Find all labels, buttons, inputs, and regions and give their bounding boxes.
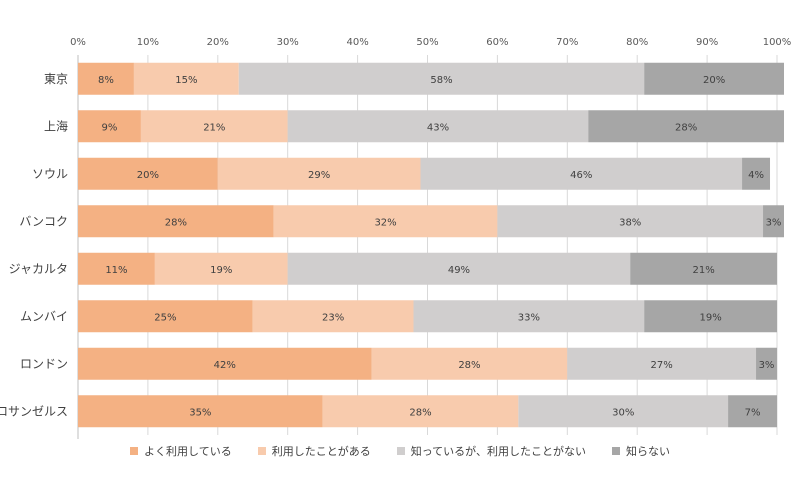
bar-segment xyxy=(78,395,323,428)
data-label: 35% xyxy=(189,407,211,418)
data-label: 28% xyxy=(675,122,697,133)
bar-segment xyxy=(742,157,771,190)
bar-segment xyxy=(497,205,764,238)
data-label: 11% xyxy=(105,265,127,276)
x-tick-label: 100% xyxy=(763,37,792,48)
data-label: 15% xyxy=(175,75,197,86)
bar-segment xyxy=(413,300,645,333)
bar-segment xyxy=(756,347,777,380)
x-tick-label: 50% xyxy=(416,37,438,48)
data-label: 20% xyxy=(137,170,159,181)
legend-item: 利用したことがある xyxy=(257,443,371,459)
category-label: 東京 xyxy=(44,72,68,86)
legend-label: 知らない xyxy=(625,445,670,458)
category-label: ムンバイ xyxy=(20,309,68,323)
data-label: 8% xyxy=(98,75,114,86)
data-label: 46% xyxy=(570,170,592,181)
bar-segment xyxy=(78,62,134,95)
data-label: 3% xyxy=(759,360,775,371)
x-tick-label: 10% xyxy=(137,37,159,48)
x-tick-label: 40% xyxy=(346,37,368,48)
bar-segment xyxy=(567,347,757,380)
legend-item: よく利用している xyxy=(130,443,232,459)
data-label: 49% xyxy=(448,265,470,276)
data-label: 20% xyxy=(703,75,725,86)
data-label: 25% xyxy=(154,312,176,323)
chart-legend: よく利用している 利用したことがある 知っているが、利用したことがない 知らない xyxy=(0,443,800,459)
bar-segment xyxy=(78,252,155,285)
bar-segment xyxy=(322,395,519,428)
bar-segment xyxy=(78,300,253,333)
category-label: ソウル xyxy=(32,167,68,181)
x-tick-label: 0% xyxy=(70,37,86,48)
legend-swatch xyxy=(257,447,266,455)
category-label: ロサンゼルス xyxy=(0,404,68,418)
data-label: 28% xyxy=(165,217,187,228)
bar-segment xyxy=(728,395,777,428)
bar-segment xyxy=(154,252,288,285)
bar-segment xyxy=(78,110,141,143)
data-label: 21% xyxy=(203,122,225,133)
bar-segment xyxy=(287,110,589,143)
data-label: 3% xyxy=(766,217,782,228)
data-label: 58% xyxy=(430,75,452,86)
data-label: 23% xyxy=(322,312,344,323)
x-tick-label: 70% xyxy=(556,37,578,48)
data-label: 27% xyxy=(651,360,673,371)
bar-segment xyxy=(78,347,372,380)
x-tick-label: 60% xyxy=(486,37,508,48)
data-label: 28% xyxy=(458,360,480,371)
category-label: 上海 xyxy=(44,118,68,133)
bar-segment xyxy=(371,347,568,380)
data-label: 19% xyxy=(210,265,232,276)
data-label: 29% xyxy=(308,170,330,181)
legend-item: 知っているが、利用したことがない xyxy=(396,443,586,459)
x-tick-label: 90% xyxy=(696,37,718,48)
data-label: 32% xyxy=(374,217,396,228)
bar-segment xyxy=(140,110,288,143)
bar-segment xyxy=(252,300,414,333)
bar-segment xyxy=(763,205,784,238)
bar-segment xyxy=(644,62,784,95)
data-label: 4% xyxy=(748,170,764,181)
legend-swatch xyxy=(396,447,405,455)
legend-swatch xyxy=(611,447,620,455)
legend-label: よく利用している xyxy=(144,445,232,458)
bar-segment xyxy=(588,110,784,143)
bar-segment xyxy=(518,395,729,428)
x-tick-label: 80% xyxy=(626,37,648,48)
bar-segment xyxy=(217,157,421,190)
bar-segment xyxy=(630,252,777,285)
bar-segment xyxy=(644,300,777,333)
bar-segment xyxy=(287,252,631,285)
bar-segment xyxy=(238,62,645,95)
legend-swatch xyxy=(130,447,139,455)
data-label: 42% xyxy=(214,360,236,371)
bar-segment xyxy=(78,157,218,190)
bar-segment xyxy=(133,62,239,95)
data-label: 38% xyxy=(619,217,641,228)
category-label: ロンドン xyxy=(20,357,68,371)
data-label: 7% xyxy=(745,407,761,418)
category-label: バンコク xyxy=(19,214,68,228)
legend-label: 知っているが、利用したことがない xyxy=(410,445,586,458)
category-label: ジャカルタ xyxy=(9,262,68,276)
data-label: 30% xyxy=(612,407,634,418)
legend-label: 利用したことがある xyxy=(271,445,371,458)
bar-segment xyxy=(78,205,274,238)
x-tick-label: 30% xyxy=(277,37,299,48)
data-label: 9% xyxy=(102,122,118,133)
data-label: 33% xyxy=(518,312,540,323)
bar-segment xyxy=(420,157,743,190)
data-label: 21% xyxy=(692,265,714,276)
x-tick-label: 20% xyxy=(207,37,229,48)
legend-item: 知らない xyxy=(611,443,670,459)
data-label: 19% xyxy=(699,312,721,323)
data-label: 43% xyxy=(427,122,449,133)
bar-segment xyxy=(273,205,498,238)
data-label: 28% xyxy=(409,407,431,418)
